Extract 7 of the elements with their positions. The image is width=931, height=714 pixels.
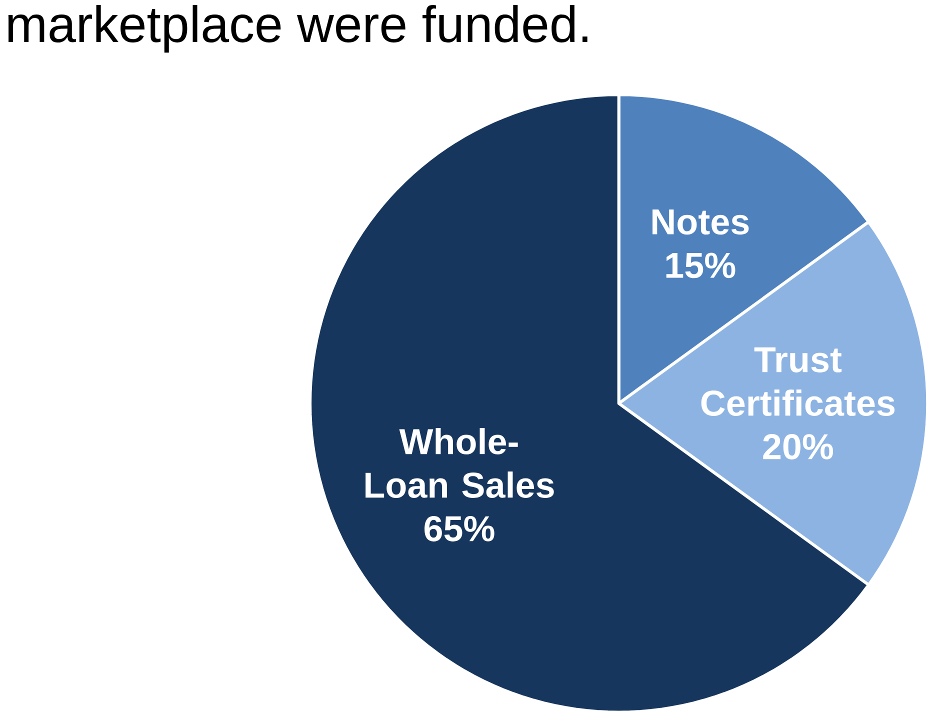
slice-label: Notes [652,210,749,235]
slice-label: Whole-Loan Sales [366,428,554,498]
chart-title: marketplace were funded. [8,5,588,53]
slice-label: Trust Certificates [701,347,895,416]
data-label: 20% [763,434,834,460]
data-label: 15% [666,252,736,278]
data-label: 65% [424,516,494,542]
